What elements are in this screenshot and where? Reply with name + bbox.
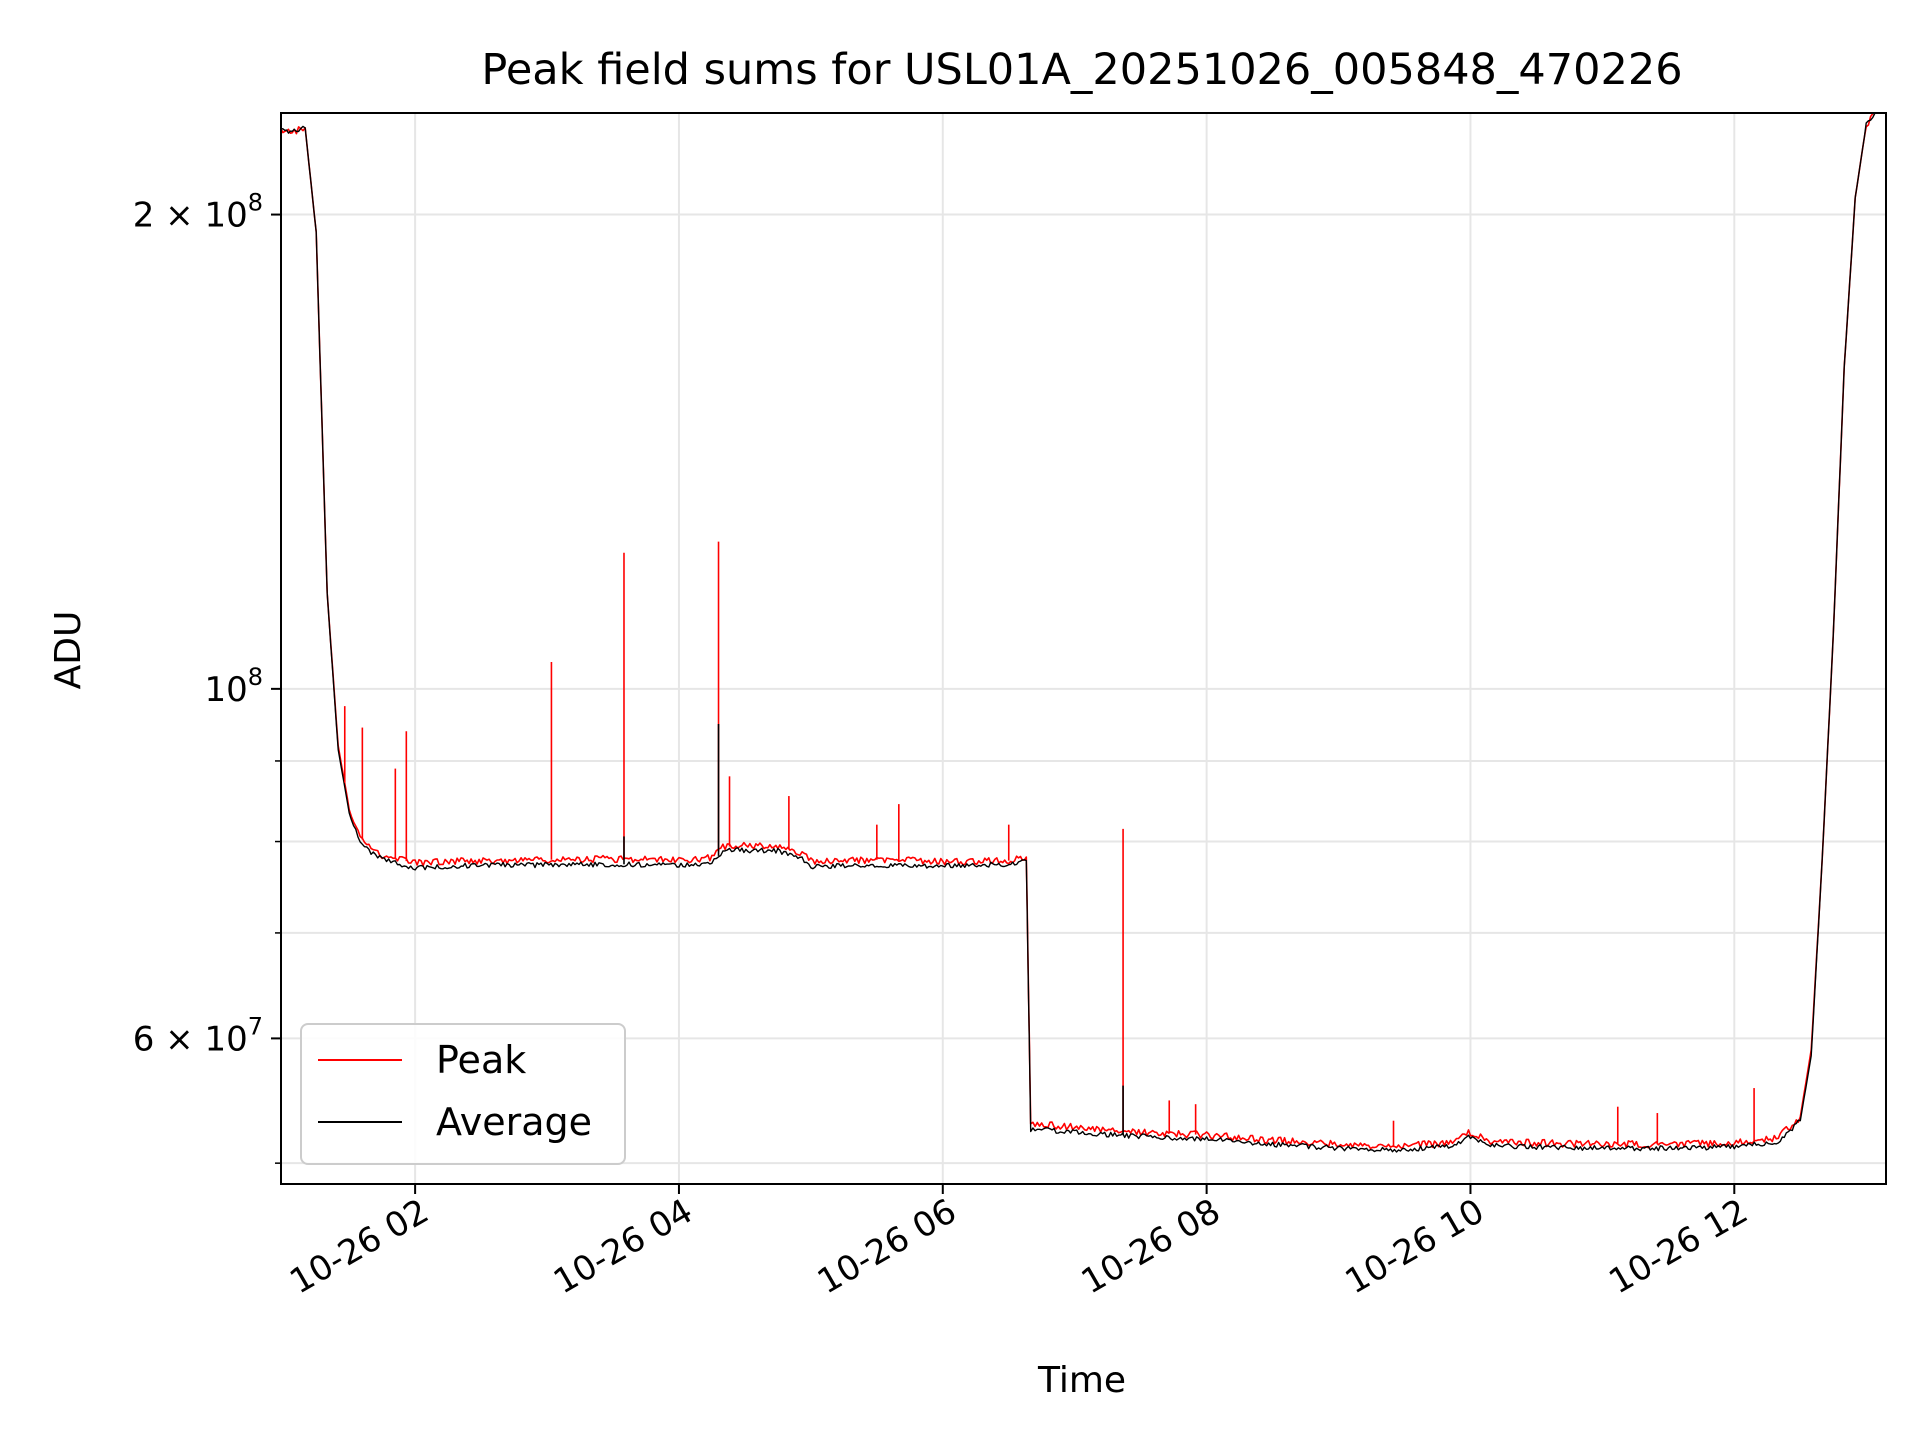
y-tick-mantissa: 2	[133, 196, 155, 236]
y-tick-base: 10	[204, 670, 247, 710]
chart-title: Peak field sums for USL01A_20251026_0058…	[481, 45, 1682, 95]
y-tick-label: 2 × 108	[133, 189, 263, 236]
y-tick-label: 6 × 107	[133, 1012, 263, 1059]
series-line-average	[280, 112, 1876, 1153]
y-tick-exponent: 8	[248, 189, 263, 217]
y-axis-title: ADU	[48, 611, 89, 690]
y-tick-exponent: 8	[248, 663, 263, 691]
y-tick-mantissa: 6	[133, 1019, 155, 1059]
plot-frame	[280, 112, 1887, 1185]
y-tick-label: 108	[204, 663, 263, 710]
y-tick-exponent: 7	[248, 1012, 263, 1040]
grid	[281, 113, 1886, 1184]
legend: Peak Average	[300, 1023, 626, 1165]
legend-average-label: Average	[436, 1100, 592, 1144]
y-tick-times: × 10	[154, 1019, 247, 1059]
series-layer	[280, 112, 1876, 1153]
legend-peak-label: Peak	[436, 1038, 526, 1082]
x-axis-title: Time	[1037, 1360, 1126, 1401]
series-line-peak	[280, 112, 1876, 1150]
y-tick-times: × 10	[154, 196, 247, 236]
